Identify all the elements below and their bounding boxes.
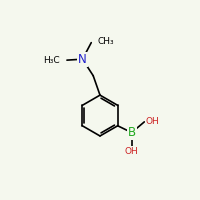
Text: H₃C: H₃C (44, 56, 60, 65)
Text: OH: OH (146, 117, 160, 126)
Text: CH₃: CH₃ (97, 37, 114, 46)
Text: B: B (128, 126, 136, 139)
Text: N: N (78, 53, 87, 66)
Text: OH: OH (125, 147, 139, 156)
